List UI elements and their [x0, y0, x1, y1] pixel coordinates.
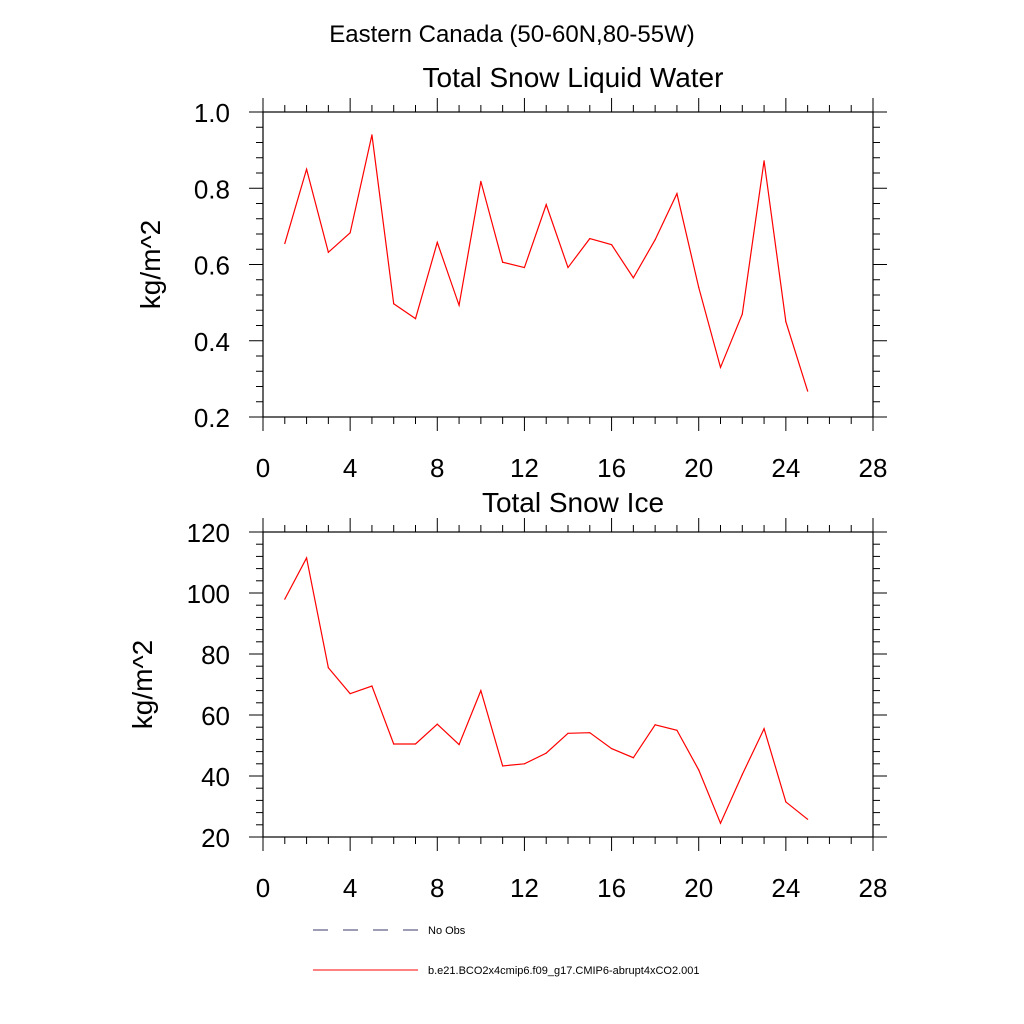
data-point [719, 366, 722, 369]
y-tick-label: 20 [201, 823, 230, 853]
data-point [741, 313, 743, 315]
data-point [654, 239, 656, 241]
y-tick-label: 0.4 [194, 327, 230, 357]
data-point [502, 261, 504, 263]
y-tick-label: 60 [201, 701, 230, 731]
data-point [698, 769, 700, 771]
x-tick-label: 24 [771, 873, 800, 903]
data-point [393, 743, 395, 745]
x-tick-label: 0 [256, 873, 270, 903]
x-tick-label: 16 [597, 873, 626, 903]
x-tick-label: 8 [430, 873, 444, 903]
data-point [523, 266, 526, 269]
data-point [458, 304, 460, 306]
data-point [502, 765, 504, 767]
x-tick-label: 16 [597, 453, 626, 483]
legend: No Obs b.e21.BCO2x4cmip6.f09_g17.CMIP6-ab… [313, 925, 700, 977]
data-point [414, 318, 417, 320]
y-tick-label: 100 [187, 579, 230, 609]
data-point [327, 251, 329, 253]
data-point [284, 598, 286, 600]
data-point [305, 168, 308, 170]
data-point [349, 232, 351, 234]
x-tick-label: 4 [343, 453, 357, 483]
data-point [610, 244, 613, 246]
y-tick-label: 1.0 [194, 98, 230, 128]
data-point [807, 818, 809, 820]
x-tick-label: 28 [859, 873, 888, 903]
data-point [480, 690, 482, 692]
chart-title: Total Snow Ice [482, 487, 664, 518]
data-point [807, 390, 809, 392]
y-tick-label: 40 [201, 762, 230, 792]
data-point [327, 667, 329, 669]
data-point [305, 557, 308, 559]
data-point [567, 732, 569, 734]
data-point [284, 242, 286, 245]
data-point [349, 693, 351, 695]
data-point [632, 277, 634, 279]
data-point [393, 303, 395, 305]
data-point [371, 685, 373, 687]
data-point [458, 743, 460, 746]
data-point [414, 743, 417, 745]
plot-frame [262, 531, 874, 838]
figure-suptitle: Eastern Canada (50-60N,80-55W) [329, 21, 695, 48]
data-point [654, 724, 656, 726]
data-point [676, 729, 678, 731]
series-line-1 [284, 556, 809, 825]
data-point [785, 801, 787, 803]
x-tick-label: 20 [684, 453, 713, 483]
data-point [763, 728, 765, 730]
data-point [436, 723, 438, 725]
legend-label: No Obs [428, 925, 466, 937]
x-tick-label: 8 [430, 453, 444, 483]
x-tick-label: 20 [684, 873, 713, 903]
data-point [741, 773, 743, 776]
data-point [545, 752, 547, 754]
data-point [589, 237, 591, 240]
data-point [371, 134, 373, 136]
data-point [567, 266, 569, 269]
data-point [719, 822, 722, 824]
y-tick-label: 0.8 [194, 174, 230, 204]
legend-label: b.e21.BCO2x4cmip6.f09_g17.CMIP6-abrupt4x… [428, 965, 700, 977]
data-point [589, 732, 591, 734]
x-tick-label: 12 [510, 873, 539, 903]
data-point [763, 160, 765, 162]
x-tick-label: 12 [510, 453, 539, 483]
data-point [676, 192, 678, 195]
x-tick-label: 4 [343, 873, 357, 903]
plot-frame [262, 111, 874, 418]
y-tick-label: 0.2 [194, 403, 230, 433]
data-point [545, 204, 547, 206]
y-axis-label: kg/m^2 [135, 220, 166, 309]
chart-title: Total Snow Liquid Water [423, 62, 724, 93]
data-point [523, 763, 526, 765]
chart-panel-2: Total Snow Ice 0 4 8 12 16 20 24 28 20 40 60 80 100 12… [127, 487, 887, 903]
x-tick-label: 0 [256, 453, 270, 483]
chart-panel-1: Total Snow Liquid Water 0 4 8 12 16 20 24 28 0.2 0… [135, 62, 887, 483]
x-tick-label: 24 [771, 453, 800, 483]
x-tick-label: 28 [859, 453, 888, 483]
y-tick-label: 120 [187, 518, 230, 548]
y-tick-label: 0.6 [194, 251, 230, 281]
data-point [610, 747, 613, 750]
series-line-1 [284, 134, 809, 392]
data-point [698, 286, 700, 288]
data-point [632, 757, 634, 759]
data-point [785, 321, 787, 323]
plots-container: Total Snow Liquid Water 0 4 8 12 16 20 24 28 0.2 0… [127, 62, 887, 903]
data-point [436, 241, 438, 243]
y-tick-label: 80 [201, 640, 230, 670]
y-axis-label: kg/m^2 [127, 640, 158, 729]
data-point [480, 180, 482, 182]
